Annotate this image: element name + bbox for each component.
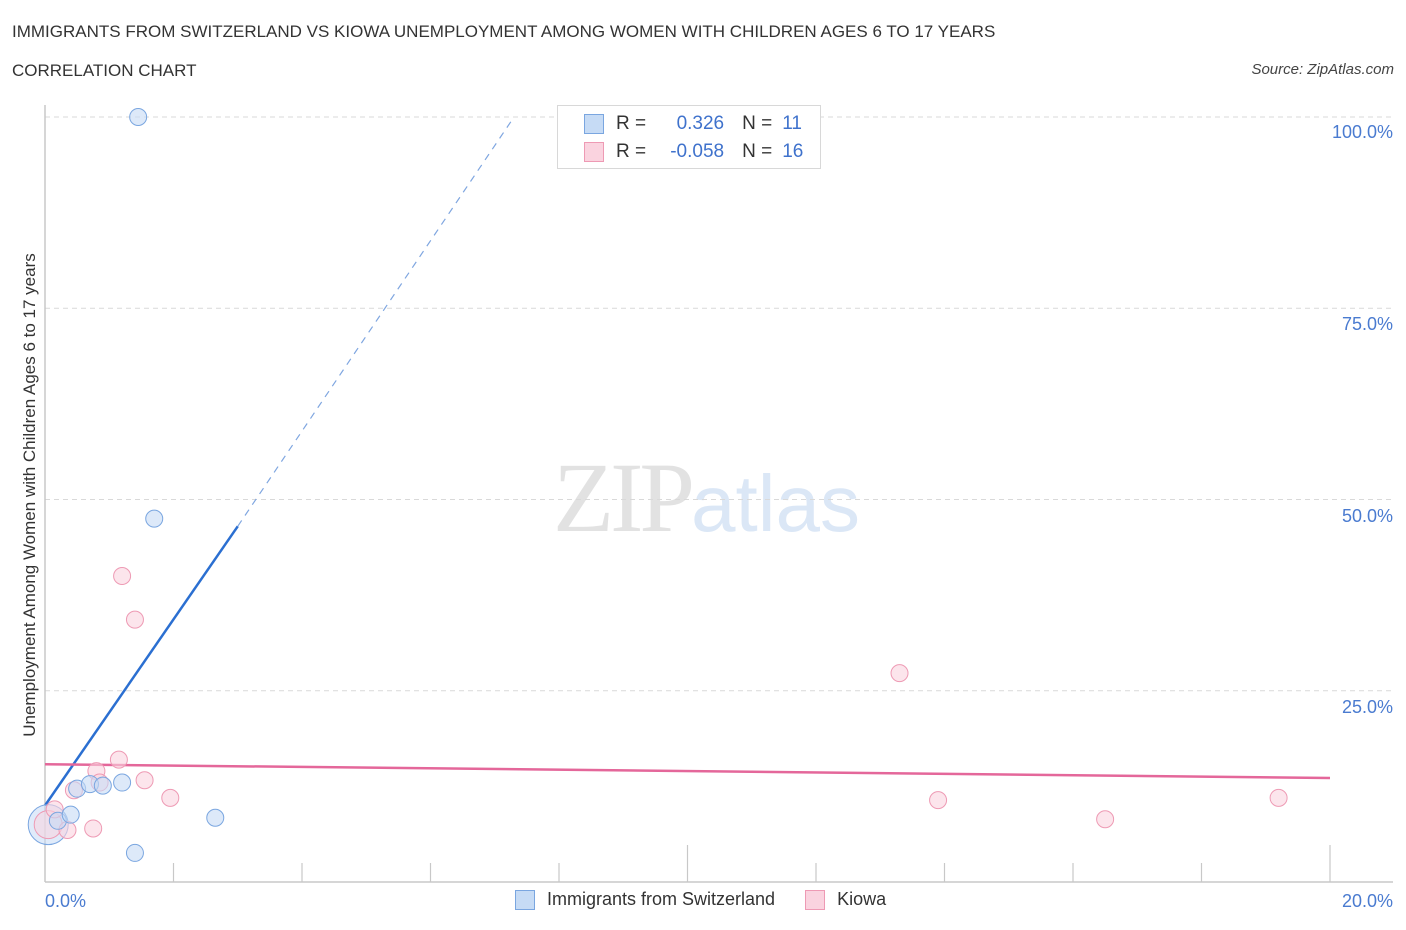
kiowa-point [1096, 810, 1115, 829]
y-tick-75: 75.0% [1341, 314, 1393, 334]
r-value: -0.058 [670, 141, 725, 162]
legend-item-switzerland: Immigrants from Switzerland [515, 889, 775, 910]
data-points [27, 108, 1288, 862]
stats-legend-row-kiowa: R = -0.058 N = 16 [584, 140, 803, 164]
y-tick-100: 100.0% [1331, 122, 1393, 142]
kiowa-point [929, 791, 948, 810]
watermark: ZIPatlas [553, 440, 860, 555]
r-label: R = [616, 141, 647, 162]
n-label: N = [742, 141, 773, 162]
kiowa-point [161, 788, 180, 807]
y-axis-label: Unemployment Among Women with Children A… [20, 253, 39, 737]
switzerland-point [145, 509, 164, 528]
switzerland-point [129, 108, 148, 126]
r-label: R = [616, 113, 647, 134]
switzerland-point [113, 773, 132, 792]
switzerland-trendline-extension [237, 116, 515, 527]
kiowa-swatch-icon [584, 142, 604, 162]
switzerland-point [206, 808, 225, 827]
stats-legend-row-switzerland: R = 0.326 N = 11 [584, 112, 802, 136]
legend-label: Immigrants from Switzerland [547, 889, 776, 909]
switzerland-legend-swatch-icon [515, 889, 535, 910]
y-tick-25: 25.0% [1341, 697, 1393, 717]
r-value: 0.326 [676, 113, 725, 134]
switzerland-trendline [43, 525, 239, 807]
x-tick-0: 0.0% [45, 891, 87, 911]
switzerland-point [93, 776, 112, 795]
switzerland-point [61, 805, 80, 824]
n-value: 11 [782, 113, 802, 134]
chart-subtitle: CORRELATION CHART [12, 61, 197, 80]
kiowa-point [135, 771, 154, 790]
legend-item-kiowa: Kiowa [805, 889, 886, 910]
switzerland-swatch-icon [584, 114, 604, 134]
series-legend: Immigrants from Switzerland Kiowa [515, 889, 916, 910]
kiowa-legend-swatch-icon [805, 889, 826, 910]
stats-legend: R = 0.326 N = 11 R = -0.058 N = 16 [557, 105, 821, 169]
y-tick-50: 50.0% [1341, 506, 1393, 526]
watermark-atlas: atlas [691, 459, 860, 548]
kiowa-point [109, 750, 128, 769]
legend-label: Kiowa [837, 889, 887, 909]
kiowa-point [1269, 788, 1288, 807]
kiowa-trendline [44, 762, 1331, 780]
x-tick-20: 20.0% [1341, 891, 1393, 911]
kiowa-point [113, 567, 132, 585]
gridlines [45, 116, 1393, 692]
n-label: N = [742, 113, 773, 134]
n-value: 16 [782, 141, 804, 162]
trendlines [43, 116, 1331, 807]
kiowa-point [890, 664, 909, 683]
kiowa-point [84, 819, 103, 838]
source-label: Source: ZipAtlas.com [1251, 61, 1394, 78]
axes [44, 105, 1393, 883]
chart-title: IMMIGRANTS FROM SWITZERLAND VS KIOWA UNE… [12, 22, 996, 41]
switzerland-point [125, 843, 144, 862]
kiowa-point [125, 610, 144, 629]
watermark-zip: ZIP [553, 442, 695, 553]
